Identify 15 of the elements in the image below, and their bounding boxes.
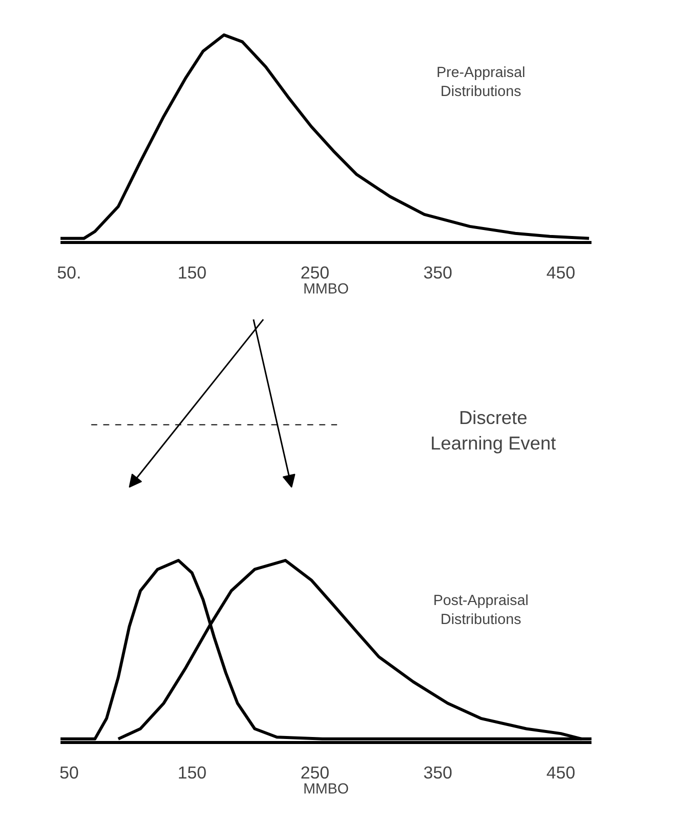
x-axis-title: MMBO <box>303 782 349 798</box>
x-tick-label: 50. <box>57 262 82 282</box>
x-tick-label: 150 <box>178 762 206 782</box>
text: Discrete Learning Event <box>430 407 557 454</box>
x-tick-label: 450 <box>546 762 576 782</box>
x-tick-label: 50 <box>59 762 79 782</box>
x-tick-label: 150 <box>178 262 206 282</box>
x-tick-label: 250 <box>300 262 330 282</box>
annotation: Pre-Appraisal Distributions <box>436 64 526 100</box>
x-tick-label: 350 <box>423 762 452 782</box>
x-axis-title: MMBO <box>303 282 349 298</box>
x-tick-label: 450 <box>546 262 576 282</box>
annotation: Post-Appraisal Distributions <box>433 593 529 628</box>
x-tick-label: 250 <box>300 762 330 782</box>
x-tick-label: 350 <box>423 262 452 282</box>
